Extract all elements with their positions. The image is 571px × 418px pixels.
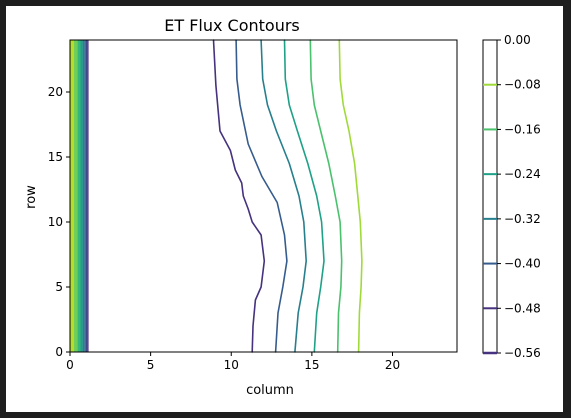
colorbar-tick-label-3: −0.24 <box>504 167 541 181</box>
y-axis-label: row <box>24 185 39 209</box>
contour-line-3 <box>283 39 325 353</box>
edge-band-3 <box>80 40 83 352</box>
chart-title: ET Flux Contours <box>164 16 300 35</box>
contour-line-5 <box>338 39 363 353</box>
colorbar-tick-label-7: −0.56 <box>504 346 541 360</box>
contour-line-1 <box>235 39 288 353</box>
x-axis-label: column <box>246 383 294 398</box>
y-tick-label-1: 5 <box>55 280 63 294</box>
x-tick-label-0: 0 <box>66 358 74 372</box>
x-tick-label-4: 20 <box>385 358 400 372</box>
colorbar-tick-label-1: −0.08 <box>504 78 541 92</box>
edge-band-4 <box>82 40 85 352</box>
x-tick-label-1: 5 <box>147 358 155 372</box>
y-tick-label-0: 0 <box>55 345 63 359</box>
colorbar-tick-label-2: −0.16 <box>504 122 541 136</box>
contour-line-0 <box>212 39 266 353</box>
edge-band-1 <box>74 40 78 352</box>
edge-band-2 <box>77 40 81 352</box>
edge-band-0 <box>70 40 75 352</box>
colorbar-tick-label-0: 0.00 <box>504 33 531 47</box>
edge-band-6 <box>85 40 88 352</box>
contour-line-4 <box>309 39 343 353</box>
y-tick-label-2: 10 <box>48 215 63 229</box>
colorbar-frame <box>482 39 498 354</box>
x-tick-label-3: 15 <box>304 358 319 372</box>
chart-figure: ET Flux Contours 0 5 10 15 20 0 5 10 15 20 column… <box>6 6 563 412</box>
y-tick-label-4: 20 <box>48 85 63 99</box>
colorbar: 0.00 −0.08 −0.16 −0.24 −0.32 −0.40 −0.48 −0.56 <box>482 33 541 360</box>
colorbar-tick-label-5: −0.40 <box>504 257 541 271</box>
edge-band-7 <box>87 40 89 352</box>
x-tick-label-2: 10 <box>224 358 239 372</box>
plot-frame <box>69 39 458 353</box>
edge-band-5 <box>84 40 86 352</box>
contour-chart: ET Flux Contours 0 5 10 15 20 0 5 10 15 20 column… <box>24 16 541 398</box>
contour-line-2 <box>260 39 307 353</box>
colorbar-tick-label-4: −0.32 <box>504 212 541 226</box>
y-tick-label-3: 15 <box>48 150 63 164</box>
plot-area <box>70 39 363 353</box>
axes: 0 5 10 15 20 0 5 10 15 20 <box>48 39 458 372</box>
colorbar-tick-label-6: −0.48 <box>504 301 541 315</box>
